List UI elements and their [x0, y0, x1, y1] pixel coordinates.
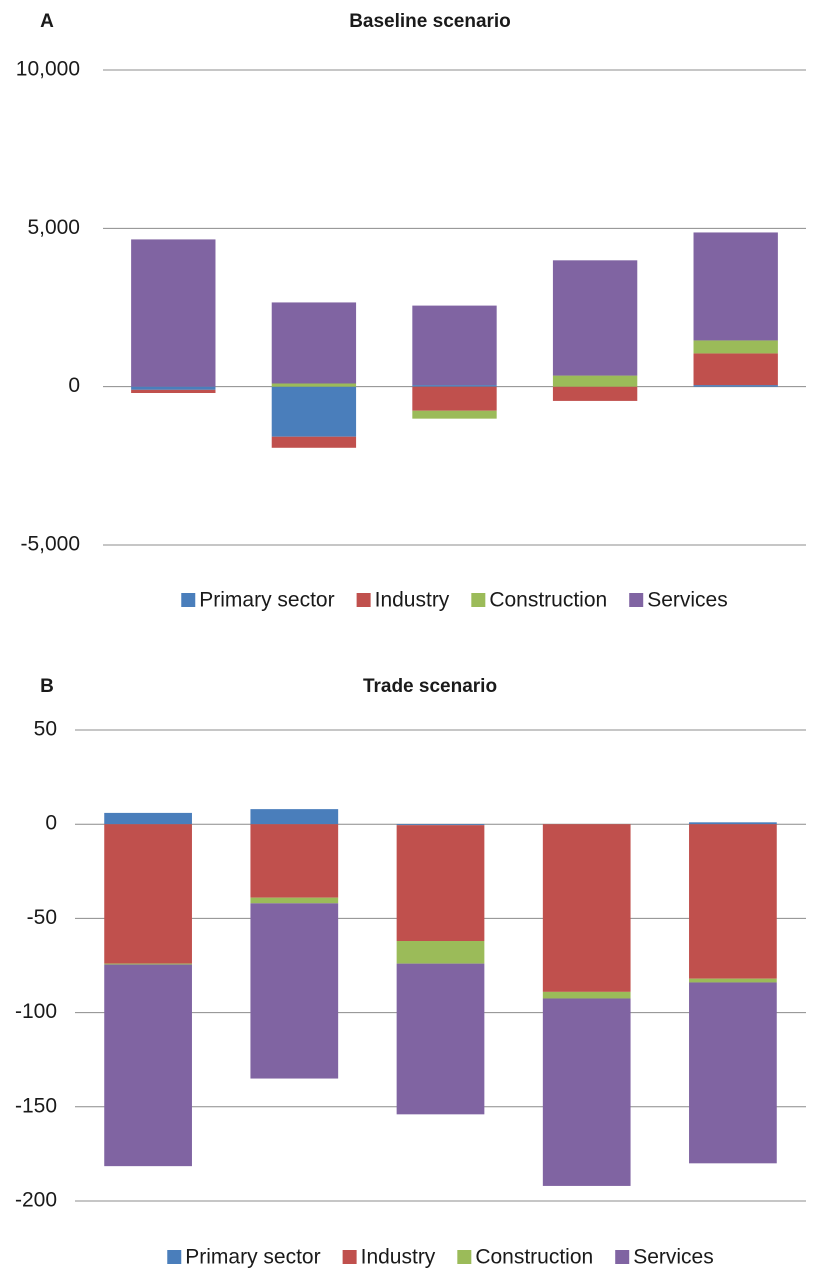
y-tick-label: 0	[68, 374, 80, 397]
panel-label: B	[40, 676, 54, 697]
legend-label: Primary sector	[199, 589, 334, 612]
bar-segment	[552, 386, 638, 401]
legend-label: Construction	[489, 589, 607, 612]
y-tick-label: 5,000	[27, 216, 80, 239]
bar-segment	[412, 410, 497, 419]
bar-segment	[131, 389, 216, 393]
chart-title: Trade scenario	[363, 676, 497, 697]
bar-segment	[552, 260, 638, 376]
legend-swatch	[342, 1250, 357, 1264]
bar-segment	[689, 982, 777, 1164]
bar-segment	[104, 812, 192, 825]
bar-segment	[689, 978, 777, 983]
bar-segment	[412, 386, 497, 411]
bar-segment	[689, 822, 777, 825]
bar-segment	[396, 963, 485, 1115]
bar-segment	[131, 386, 216, 390]
bar-segment	[271, 383, 357, 387]
legend-swatch	[615, 1250, 630, 1264]
legend-label: Services	[633, 1246, 714, 1269]
bar-segment	[250, 809, 339, 825]
y-tick-label: 0	[45, 812, 57, 835]
y-tick-label: 10,000	[16, 58, 80, 81]
legend-label: Industry	[375, 589, 450, 612]
y-tick-label: -50	[27, 906, 57, 929]
legend-swatch	[181, 593, 196, 607]
y-tick-label: -5,000	[20, 533, 80, 556]
bar-segment	[412, 385, 497, 387]
y-tick-label: -200	[15, 1189, 57, 1212]
bar-segment	[693, 385, 778, 387]
bar-segment	[412, 305, 497, 386]
bar-segment	[396, 824, 485, 826]
bar-segment	[104, 963, 192, 965]
bar-segment	[271, 302, 357, 384]
legend-swatch	[471, 593, 486, 607]
bar-segment	[271, 436, 357, 448]
chart-title: Baseline scenario	[349, 11, 511, 32]
bar-segment	[693, 353, 778, 386]
bar-segment	[552, 375, 638, 387]
bar-segment	[250, 903, 339, 1079]
bar-segment	[271, 386, 357, 437]
bar-segment	[542, 991, 631, 999]
bar-segment	[396, 941, 485, 964]
bar-segment	[250, 824, 339, 898]
bar-segment	[131, 239, 216, 387]
bar-segment	[542, 824, 631, 992]
legend-swatch	[629, 593, 644, 607]
legend-swatch	[457, 1250, 472, 1264]
legend-label: Industry	[361, 1246, 436, 1269]
legend-label: Construction	[475, 1246, 593, 1269]
legend-swatch	[167, 1250, 182, 1264]
legend-label: Primary sector	[185, 1246, 320, 1269]
bar-segment	[250, 897, 339, 904]
bar-segment	[693, 232, 778, 341]
y-tick-label: -150	[15, 1094, 57, 1117]
bar-segment	[689, 824, 777, 979]
y-tick-label: -100	[15, 1000, 57, 1023]
bar-segment	[396, 825, 485, 942]
bar-segment	[104, 964, 192, 1167]
legend-label: Services	[647, 589, 728, 612]
bar-segment	[104, 824, 192, 964]
bar-segment	[542, 998, 631, 1186]
panel-label: A	[40, 11, 54, 32]
bar-segment	[693, 340, 778, 354]
y-tick-label: 50	[34, 718, 57, 741]
legend-swatch	[356, 593, 371, 607]
